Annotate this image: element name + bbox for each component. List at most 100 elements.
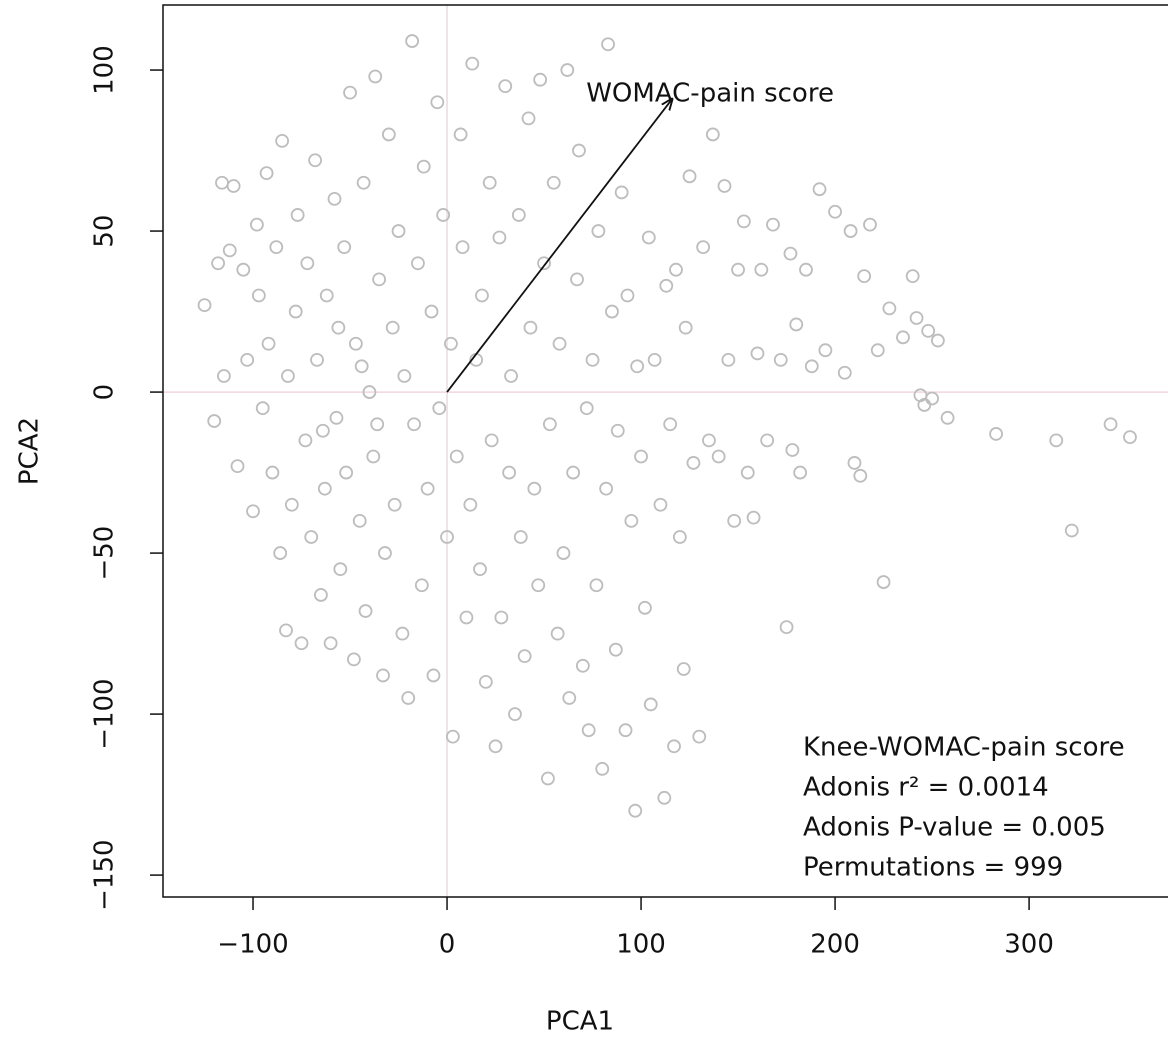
point: [502, 465, 517, 480]
point: [653, 497, 668, 512]
point: [395, 626, 410, 641]
point: [692, 729, 707, 744]
point: [385, 320, 400, 335]
point: [517, 649, 532, 664]
point: [240, 352, 255, 367]
point: [541, 771, 555, 786]
annotation: Adonis P-value = 0.005: [803, 813, 1106, 843]
point: [315, 423, 330, 438]
point: [610, 423, 625, 438]
point: [905, 269, 920, 284]
y-axis-title: PCA2: [15, 417, 45, 485]
point: [630, 359, 645, 374]
point: [647, 352, 662, 367]
point: [348, 336, 363, 351]
point: [331, 320, 346, 335]
point: [614, 185, 629, 200]
point: [789, 317, 804, 332]
point: [1103, 417, 1118, 432]
point: [327, 191, 342, 206]
point: [222, 243, 237, 258]
point: [793, 465, 808, 480]
point: [259, 166, 274, 180]
point: [628, 803, 643, 818]
annotation: Adonis r² = 0.0014: [803, 773, 1049, 803]
point: [657, 790, 672, 805]
point: [401, 691, 416, 705]
point: [731, 262, 745, 277]
point: [575, 658, 590, 673]
point: [284, 497, 299, 512]
y-tick-label: −100: [90, 678, 120, 749]
point: [667, 739, 681, 754]
point: [246, 504, 260, 519]
point: [773, 352, 788, 367]
point: [492, 230, 507, 245]
point: [294, 636, 309, 651]
point: [531, 578, 546, 593]
point: [455, 240, 470, 255]
point: [702, 433, 716, 448]
point: [366, 449, 381, 464]
point: [475, 288, 489, 303]
point: [230, 459, 245, 474]
point: [678, 320, 693, 335]
point: [818, 343, 833, 358]
point: [420, 481, 435, 496]
point: [785, 443, 800, 457]
point: [736, 214, 751, 229]
x-axis-title: PCA1: [546, 1007, 614, 1037]
x-tick-label: −100: [217, 930, 288, 960]
point: [533, 72, 548, 87]
point: [414, 578, 429, 593]
point: [562, 691, 577, 705]
x-tick-label: 200: [810, 930, 860, 960]
point: [352, 513, 367, 528]
point: [779, 620, 794, 635]
point: [275, 133, 290, 148]
point: [766, 217, 780, 232]
point: [760, 433, 775, 448]
plot-frame: [162, 4, 1168, 898]
point: [482, 175, 497, 190]
point: [672, 530, 687, 544]
point: [740, 465, 755, 480]
point: [329, 410, 344, 425]
point: [608, 642, 623, 657]
point: [440, 530, 454, 544]
point: [463, 497, 478, 512]
point: [837, 365, 852, 380]
point: [317, 481, 332, 496]
point: [333, 562, 348, 577]
point: [362, 385, 377, 399]
point: [226, 179, 241, 193]
point: [537, 256, 551, 271]
point: [337, 240, 352, 255]
point: [669, 262, 683, 277]
point: [310, 352, 324, 367]
point: [445, 729, 460, 744]
point: [411, 256, 425, 271]
point: [599, 481, 614, 496]
point: [746, 510, 761, 525]
point: [358, 604, 373, 618]
point: [620, 288, 635, 303]
point: [236, 262, 251, 277]
point: [638, 600, 652, 615]
point: [853, 468, 868, 483]
y-tick-label: 50: [90, 215, 120, 248]
point: [521, 111, 536, 126]
point: [319, 288, 334, 303]
point: [513, 530, 528, 544]
point: [925, 391, 939, 406]
point: [804, 359, 819, 374]
point: [356, 175, 371, 190]
point: [921, 323, 936, 338]
y-tick-label: −150: [90, 839, 120, 910]
point: [863, 217, 877, 232]
point: [595, 761, 610, 776]
point: [426, 668, 441, 683]
point: [989, 427, 1004, 441]
point: [570, 272, 584, 287]
y-tick-label: 100: [90, 45, 120, 95]
